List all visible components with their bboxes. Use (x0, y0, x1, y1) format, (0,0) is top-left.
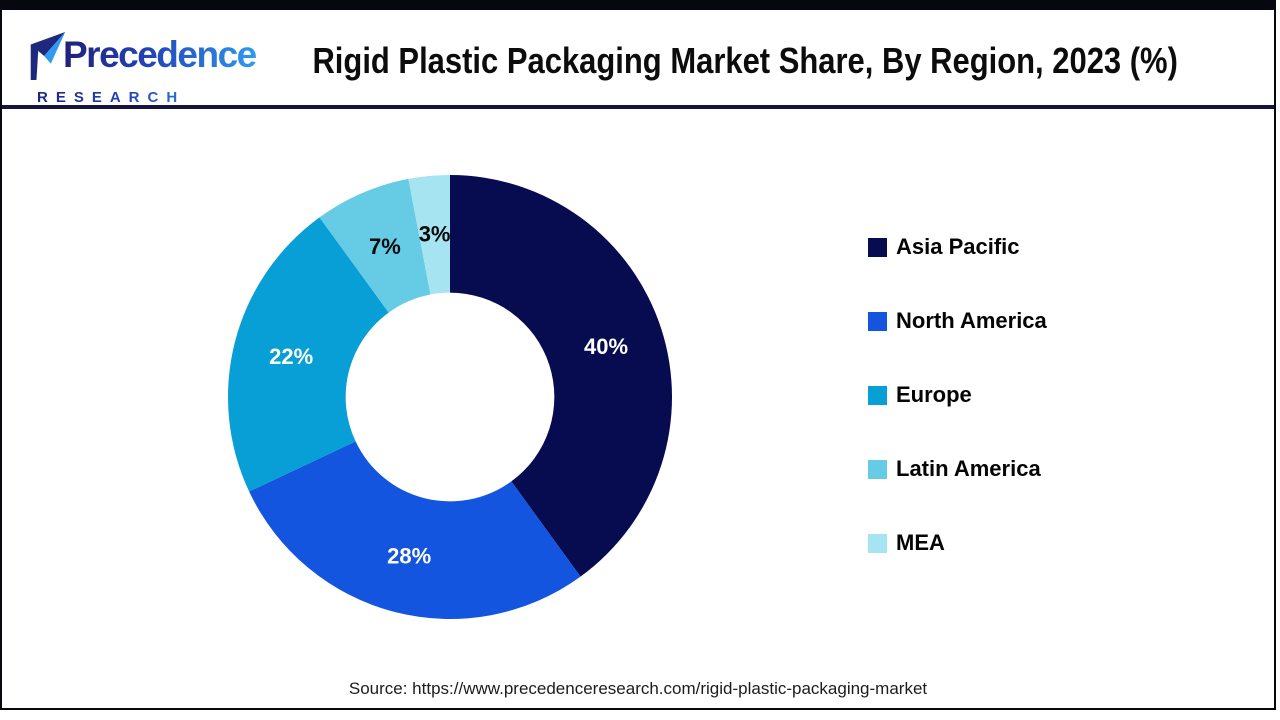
chart-legend: Asia Pacific North America Europe Latin Ame… (868, 236, 1047, 606)
left-border-rule (0, 0, 2, 710)
legend-swatch-mea (868, 533, 887, 553)
slice-value-label-europe: 22% (269, 344, 313, 369)
slice-value-label-mea: 3% (419, 221, 451, 246)
donut-chart: 40% 28% 22% 7% 3% (228, 175, 672, 619)
donut-slice-mea (408, 175, 450, 295)
donut-slice-latin-america (319, 178, 431, 313)
logo-subbrand-text: RESEARCH (24, 90, 234, 105)
legend-item-mea: MEA (868, 532, 1047, 554)
donut-slice-europe (228, 217, 389, 492)
legend-label-latin-america: Latin America (896, 456, 1041, 481)
legend-label-mea: MEA (896, 530, 945, 555)
source-text: Source: https://www.precedenceresearch.c… (348, 679, 928, 698)
donut-slice-asia-pacific (450, 175, 672, 577)
legend-label-north-america: North America (896, 308, 1047, 333)
legend-item-north-america: North America (868, 310, 1047, 332)
legend-item-europe: Europe (868, 384, 1047, 406)
legend-swatch-asia-pacific (868, 237, 887, 257)
slice-value-label-latin-america: 7% (369, 234, 401, 259)
logo-plane-icon (24, 30, 70, 87)
precedence-research-logo: Precedence RESEARCH (24, 30, 257, 105)
legend-swatch-latin-america (868, 459, 887, 479)
donut-slice-north-america (249, 441, 581, 619)
slice-value-label-asia-pacific: 40% (584, 334, 628, 359)
right-border-rule (1274, 0, 1276, 710)
legend-label-europe: Europe (896, 382, 972, 407)
slice-value-label-north-america: 28% (387, 544, 431, 569)
legend-item-latin-america: Latin America (868, 458, 1047, 480)
legend-swatch-north-america (868, 311, 887, 331)
header-divider (2, 105, 1274, 109)
logo-brand-text: Precedence (63, 34, 257, 75)
legend-swatch-europe (868, 385, 887, 405)
legend-item-asia-pacific: Asia Pacific (868, 236, 1047, 258)
chart-title: Rigid Plastic Packaging Market Share, By… (312, 40, 1178, 81)
legend-label-asia-pacific: Asia Pacific (896, 234, 1020, 259)
top-border-bar (0, 0, 1276, 10)
bottom-border-rule (0, 708, 1276, 710)
header: Precedence RESEARCH Rigid Plastic Packag… (2, 10, 1274, 105)
